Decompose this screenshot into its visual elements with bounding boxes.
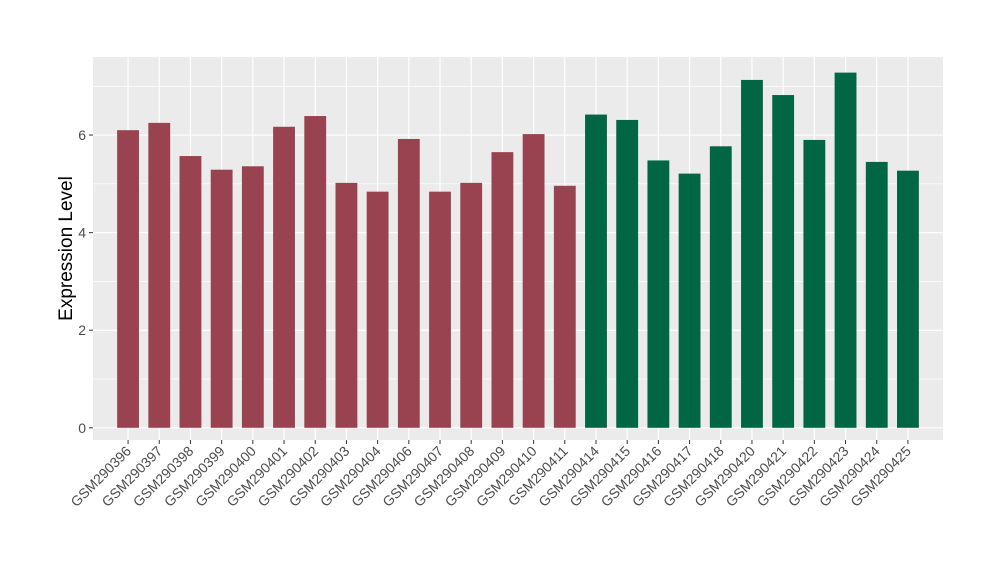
bar-GSM290404 (366, 191, 389, 428)
bars (117, 72, 919, 428)
bar-GSM290397 (148, 122, 171, 428)
bar-GSM290423 (834, 72, 857, 428)
bar-GSM290418 (709, 146, 732, 428)
bar-GSM290422 (803, 139, 826, 428)
bar-GSM290407 (429, 191, 451, 428)
bar-GSM290402 (304, 116, 327, 428)
bar-GSM290424 (865, 161, 888, 428)
bar-GSM290420 (741, 79, 763, 428)
y-tick-label: 4 (78, 225, 86, 241)
y-axis: 0 2 4 6 (78, 127, 93, 436)
bar-GSM290403 (335, 182, 358, 428)
bar-GSM290415 (616, 119, 639, 428)
bar-GSM290410 (522, 134, 545, 428)
plot-panel (93, 57, 943, 440)
x-axis: GSM290396GSM290397GSM290398GSM290399GSM2… (67, 440, 914, 510)
y-tick-label: 2 (78, 322, 86, 338)
bar-GSM290417 (678, 173, 701, 428)
bar-GSM290396 (117, 130, 139, 428)
y-tick-label: 0 (78, 420, 86, 436)
bar-GSM290414 (585, 114, 607, 428)
bar-GSM290399 (210, 169, 233, 428)
bar-GSM290406 (397, 138, 420, 428)
bar-GSM290416 (647, 160, 670, 428)
bar-GSM290408 (460, 182, 483, 428)
bar-GSM290401 (273, 126, 295, 428)
bar-GSM290400 (241, 166, 264, 428)
bar-GSM290411 (553, 185, 576, 428)
bar-GSM290421 (772, 95, 795, 428)
bar-GSM290398 (179, 156, 202, 428)
y-axis-title: Expression Level (56, 176, 77, 321)
y-tick-label: 6 (78, 127, 86, 143)
bar-GSM290409 (491, 152, 514, 428)
bar-GSM290425 (897, 170, 919, 428)
